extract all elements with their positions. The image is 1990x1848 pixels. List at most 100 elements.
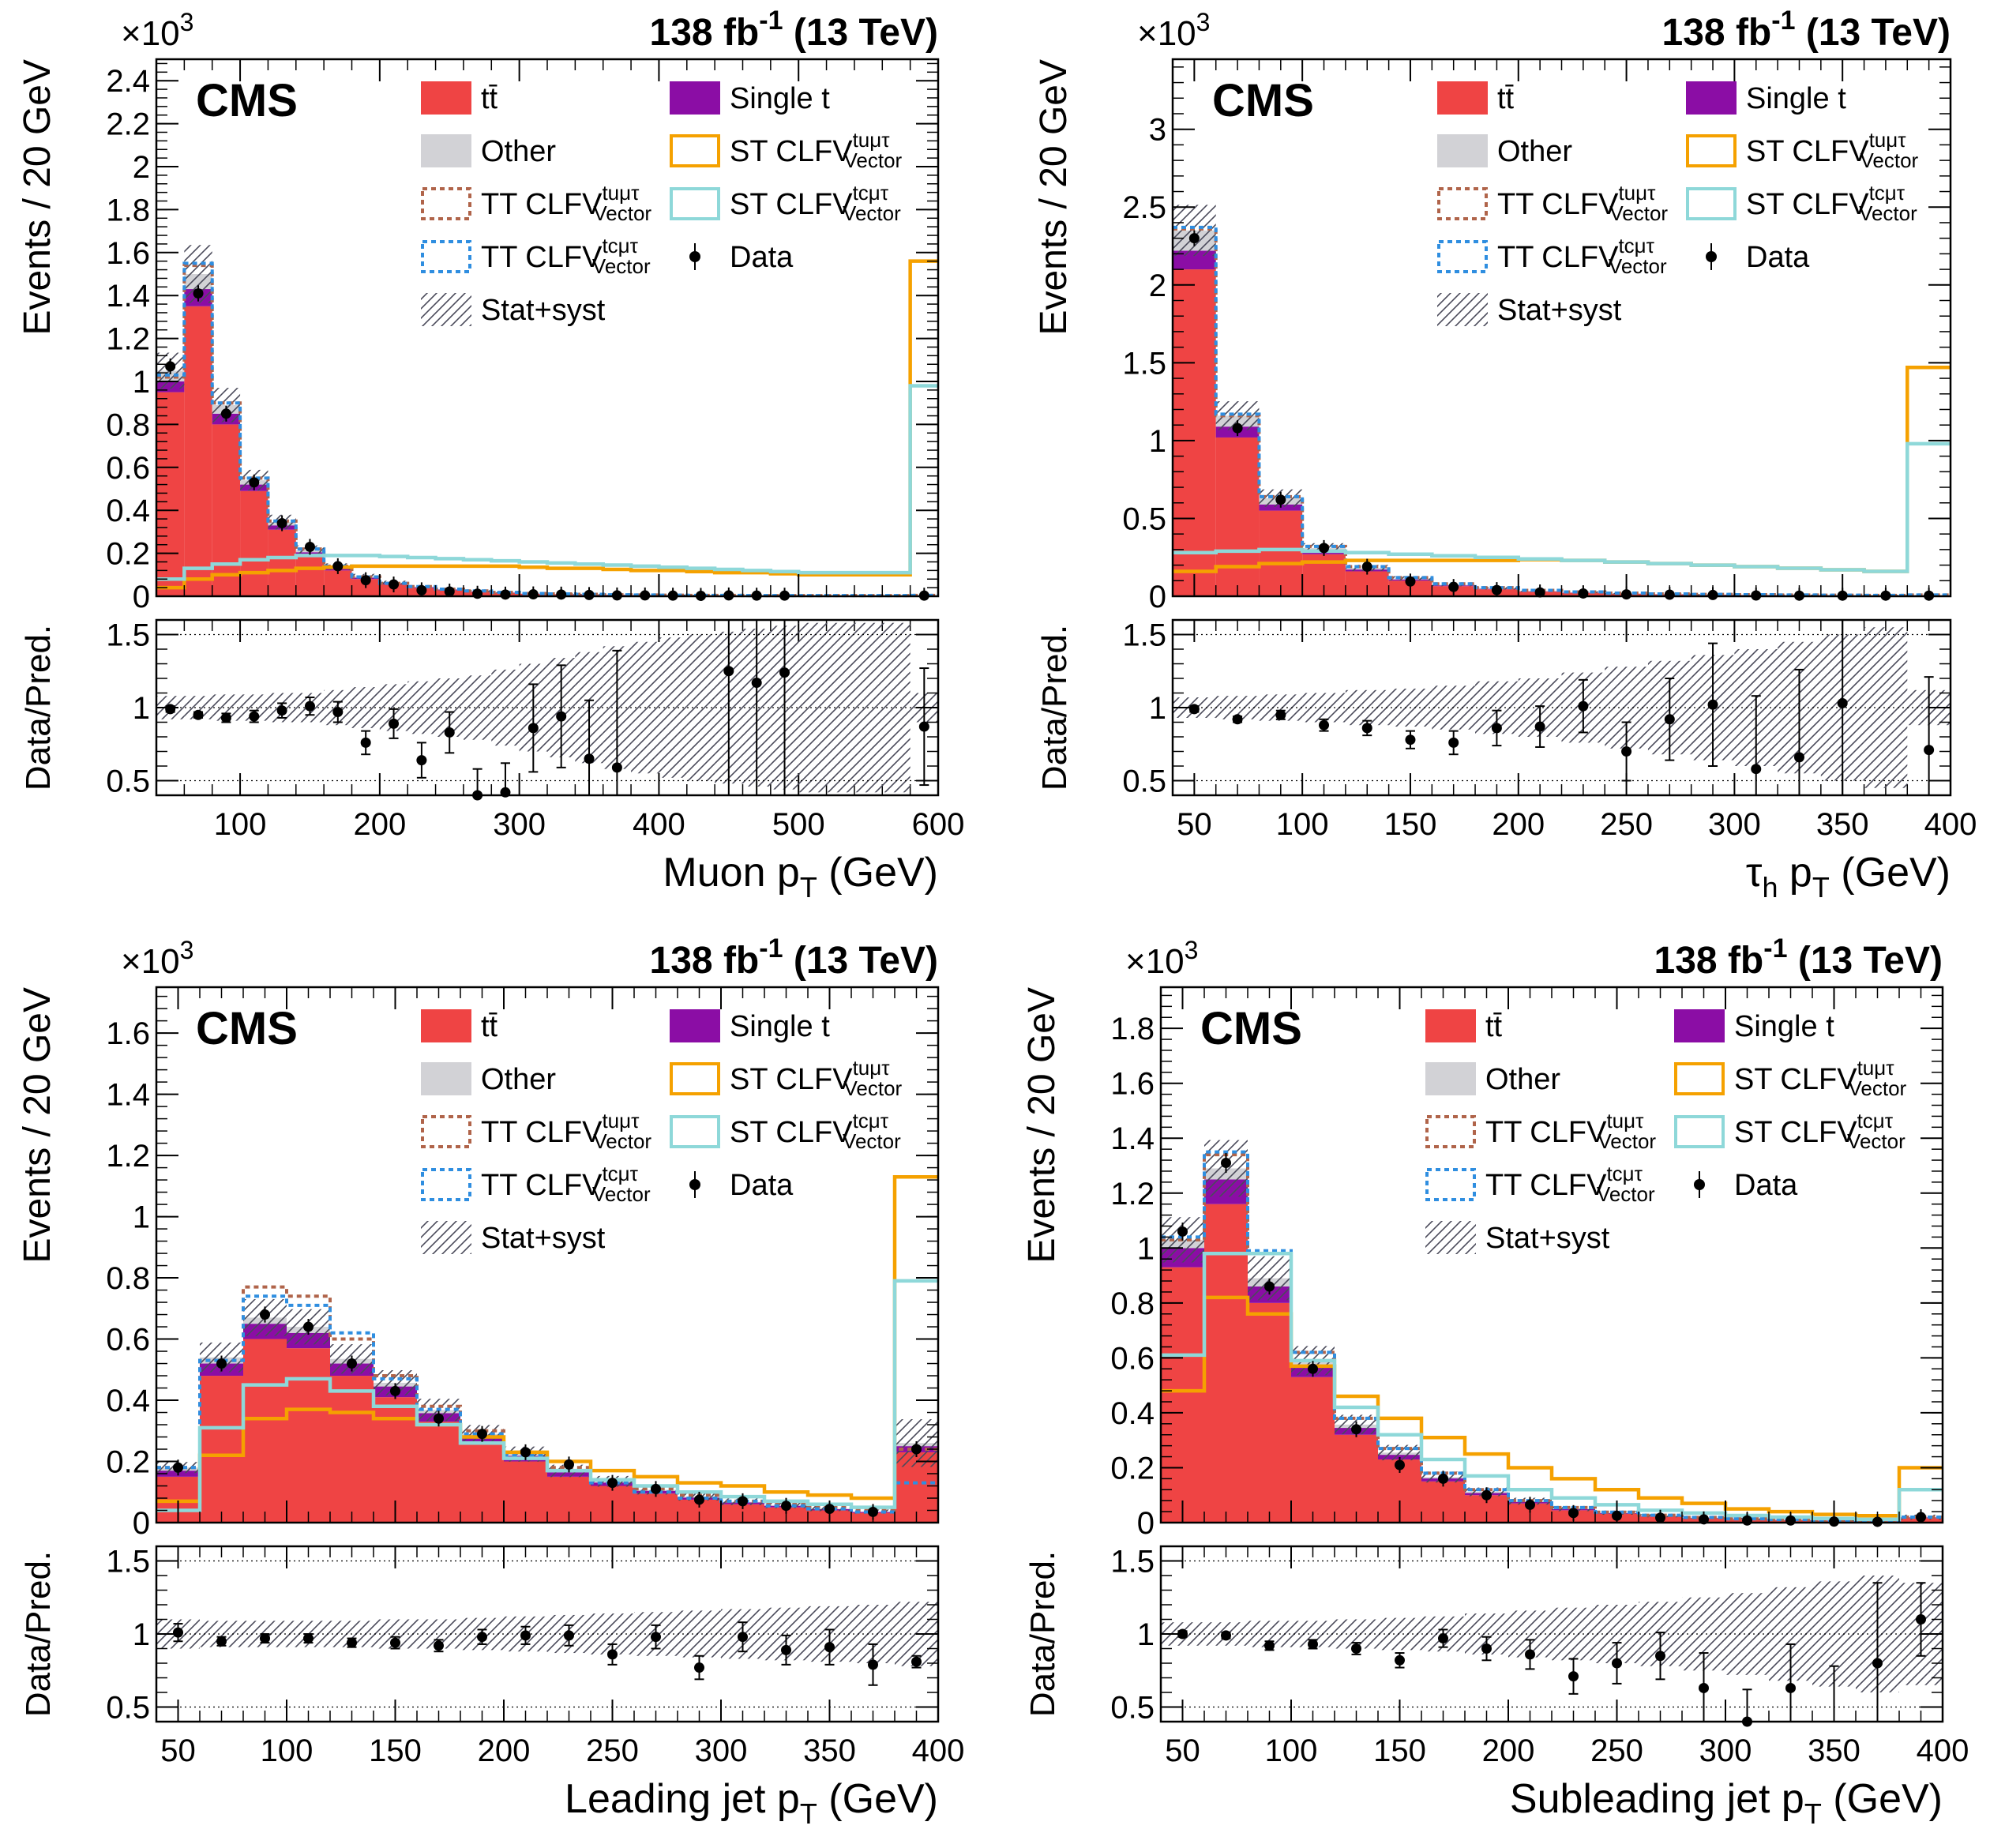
x-axis-title-sub: T bbox=[800, 1797, 817, 1830]
ttbar-bar bbox=[184, 306, 212, 596]
lumi-space bbox=[1795, 12, 1805, 54]
x-axis-title-unit: (GeV) bbox=[1830, 850, 1951, 896]
data-points bbox=[173, 1306, 922, 1520]
legend-st-tu-swatch bbox=[1674, 1062, 1725, 1095]
x-tick-label: 600 bbox=[912, 807, 965, 842]
legend-st-tc-sub: Vector bbox=[1847, 1129, 1906, 1153]
y-tick-label: 0.6 bbox=[1110, 1341, 1155, 1376]
legend-st-tc: ST CLFVtcμτ Vector bbox=[1734, 1109, 1906, 1153]
y-tick-label: 2 bbox=[1149, 269, 1166, 303]
y-tick-label: 2.5 bbox=[1122, 190, 1166, 225]
legend-single-t-swatch bbox=[670, 1009, 720, 1042]
legend-st-tu-text: ST CLFV bbox=[1734, 1063, 1857, 1096]
data-point bbox=[520, 1447, 531, 1458]
legend-tt-tc-sub: Vector bbox=[592, 1182, 651, 1206]
y-tick-label: 0.5 bbox=[1122, 501, 1166, 536]
y-axis-title: Events / 20 GeV bbox=[1021, 987, 1063, 1264]
lumi-label: 138 fb-1 (13 TeV) bbox=[650, 933, 938, 982]
data-point bbox=[249, 477, 260, 488]
data-point bbox=[276, 518, 287, 529]
x-tick-label: 300 bbox=[1708, 807, 1761, 842]
ratio-point bbox=[173, 1627, 183, 1638]
x-tick-labels: 100 200 300 400 500 600 bbox=[214, 807, 965, 842]
legend-other-text: Other bbox=[1485, 1063, 1560, 1096]
x-axis-title-unit: (GeV) bbox=[1822, 1776, 1943, 1822]
legend-other: Other bbox=[481, 135, 556, 168]
y-tick-label: 1 bbox=[133, 365, 150, 400]
legend-st-tc: ST CLFVtcμτ Vector bbox=[730, 1109, 901, 1153]
data-point bbox=[444, 586, 455, 597]
x-axis-title-sub: T bbox=[1804, 1797, 1822, 1830]
legend-tt-tc: TT CLFVtcμτ Vector bbox=[1485, 1162, 1655, 1206]
data-point bbox=[1232, 423, 1243, 434]
ratio-point bbox=[1351, 1643, 1361, 1654]
lumi-sup: -1 bbox=[1763, 933, 1787, 963]
data-point bbox=[472, 588, 483, 599]
x-axis-title-p: p bbox=[1778, 850, 1812, 896]
lumi-sup: -1 bbox=[1771, 6, 1795, 36]
lumi-sup: -1 bbox=[759, 933, 783, 963]
ratio-point bbox=[1655, 1651, 1665, 1662]
legend-tt-tu-swatch bbox=[421, 1115, 471, 1148]
x-tick-labels: 50 100 150 200 250 300 350 400 bbox=[1177, 807, 1977, 842]
legend-st-tc-text: ST CLFV bbox=[1746, 188, 1869, 221]
legend-st-tu-swatch bbox=[670, 1062, 720, 1095]
ratio-point bbox=[918, 721, 929, 732]
legend-tt-tu-sub: Vector bbox=[593, 201, 651, 225]
legend-other-text: Other bbox=[481, 135, 556, 168]
x-tick-labels: 50 100 150 200 250 300 350 400 bbox=[1165, 1733, 1969, 1768]
legend-single-t: Single t bbox=[1746, 82, 1846, 115]
legend-tt-tu-sub: Vector bbox=[593, 1129, 651, 1153]
legend-statsyst-text: Stat+syst bbox=[1485, 1222, 1610, 1255]
data-point bbox=[193, 287, 204, 299]
ratio-point bbox=[723, 666, 734, 677]
legend-statsyst-swatch bbox=[421, 1221, 471, 1254]
ratio-point bbox=[1664, 714, 1675, 725]
legend-tt-tc: TT CLFVtcμτ Vector bbox=[481, 234, 651, 278]
legend-single-t: Single t bbox=[730, 82, 830, 115]
legend-tt-tu-sup: tuμτ bbox=[1618, 181, 1656, 205]
legend-tt-tu-text: TT CLFV bbox=[1497, 188, 1619, 221]
ratio-y-tick-label: 0.5 bbox=[1122, 764, 1166, 799]
legend-tt-tc: TT CLFVtcμτ Vector bbox=[481, 1162, 651, 1206]
legend-st-tu-sub: Vector bbox=[844, 148, 903, 172]
legend-st-tc-sup: tcμτ bbox=[853, 1109, 889, 1132]
ttbar-bar bbox=[240, 490, 268, 596]
ratio-point bbox=[1395, 1655, 1405, 1666]
ratio-band-bin bbox=[463, 675, 492, 740]
x-axis-title-sub: T bbox=[1812, 871, 1830, 903]
lumi-energy: (13 TeV) bbox=[1806, 12, 1951, 54]
legend-statsyst-swatch bbox=[1437, 293, 1488, 326]
y-tick-label: 0 bbox=[133, 580, 150, 614]
ratio-point bbox=[165, 704, 176, 715]
data-point bbox=[332, 561, 344, 572]
legend-other: Other bbox=[481, 1063, 556, 1096]
legend-st-tu: ST CLFVtuμτ Vector bbox=[1734, 1056, 1907, 1100]
legend-ttbar-text: tt̄ bbox=[481, 1010, 498, 1043]
legend-st-tu-sub: Vector bbox=[1860, 148, 1919, 172]
legend-ttbar-text: tt̄ bbox=[1497, 82, 1515, 115]
ttbar-bar bbox=[1335, 1434, 1378, 1523]
legend-tt-tc-swatch bbox=[1425, 1168, 1476, 1201]
x-tick-label: 250 bbox=[1590, 1733, 1643, 1768]
legend-statsyst-swatch bbox=[421, 293, 471, 326]
legend-data: Data bbox=[730, 1169, 794, 1202]
data-point bbox=[304, 541, 315, 552]
ratio-point bbox=[694, 1662, 704, 1673]
legend-tt-tc-swatch bbox=[421, 1168, 471, 1201]
ratio-y-tick-label: 1.5 bbox=[106, 1545, 150, 1579]
ttbar-bar bbox=[1173, 269, 1216, 596]
x-tick-label: 300 bbox=[493, 807, 546, 842]
y-tick-label: 0.8 bbox=[106, 408, 150, 442]
ratio-point bbox=[1916, 1614, 1926, 1625]
x-tick-label: 350 bbox=[803, 1733, 856, 1768]
legend-tt-tc-sup: tcμτ bbox=[1606, 1162, 1643, 1185]
legend-st-tc-swatch bbox=[670, 1115, 720, 1148]
data-point bbox=[607, 1478, 618, 1489]
x-tick-label: 500 bbox=[772, 807, 825, 842]
ratio-point bbox=[1405, 734, 1416, 746]
x-axis-title: Muon pT (GeV) bbox=[663, 850, 938, 903]
y-exponent-sup: 3 bbox=[180, 936, 194, 964]
